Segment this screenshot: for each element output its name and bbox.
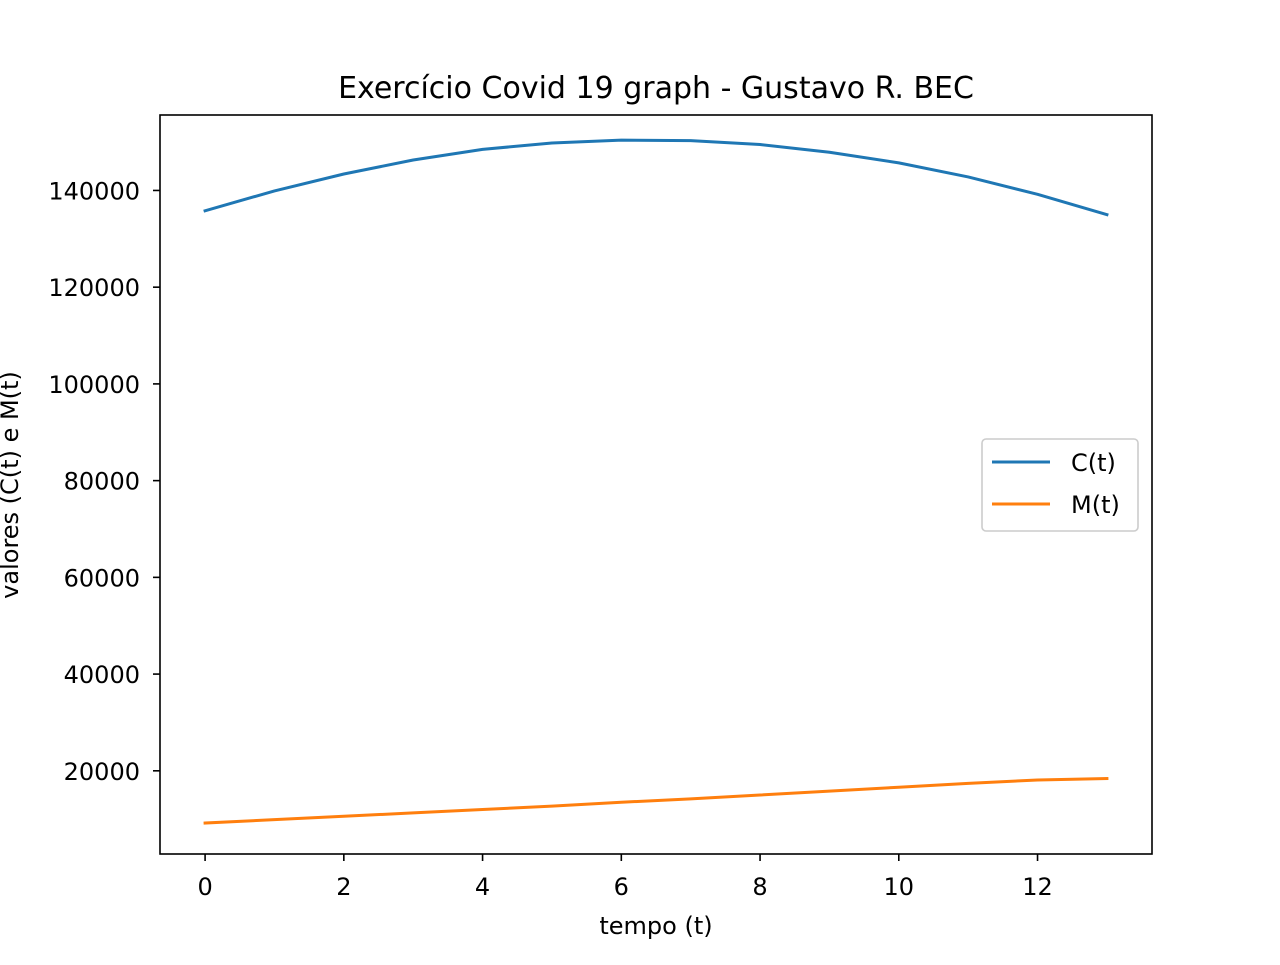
y-tick-label: 100000 [48, 371, 140, 399]
y-tick-label: 40000 [64, 661, 140, 689]
legend-label-m: M(t) [1071, 491, 1120, 519]
legend: C(t) M(t) [982, 439, 1138, 531]
y-axis-label: valores (C(t) e M(t) [0, 371, 24, 599]
legend-label-c: C(t) [1071, 449, 1116, 477]
y-tick-label: 20000 [64, 758, 140, 786]
y-tick-label: 80000 [64, 468, 140, 496]
y-tick-label: 60000 [64, 564, 140, 592]
x-tick-label: 10 [884, 873, 915, 901]
x-tick-label: 4 [475, 873, 490, 901]
y-tick-label: 140000 [48, 177, 140, 205]
x-axis-label: tempo (t) [599, 912, 712, 940]
x-tick-label: 6 [614, 873, 629, 901]
x-tick-label: 2 [336, 873, 351, 901]
x-tick-label: 12 [1022, 873, 1053, 901]
chart-title: Exercício Covid 19 graph - Gustavo R. BE… [338, 71, 974, 106]
y-tick-label: 120000 [48, 274, 140, 302]
x-tick-label: 8 [752, 873, 767, 901]
x-tick-label: 0 [197, 873, 212, 901]
